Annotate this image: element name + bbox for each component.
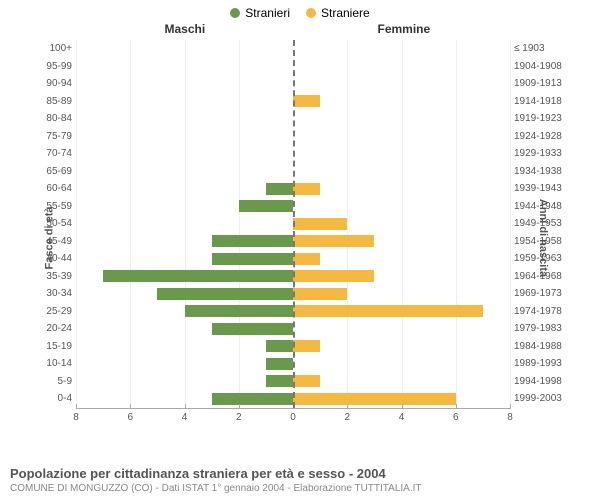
age-label: 35-39 <box>34 271 72 282</box>
bar-male <box>212 235 293 247</box>
age-label: 65-69 <box>34 166 72 177</box>
column-headers: Maschi Femmine <box>0 22 600 40</box>
footer-sub: COMUNE DI MONGUZZO (CO) - Dati ISTAT 1° … <box>10 483 590 494</box>
x-tick-label: 2 <box>344 412 350 423</box>
age-label: 90-94 <box>34 78 72 89</box>
age-label: 30-34 <box>34 288 72 299</box>
x-tick-label: 4 <box>399 412 405 423</box>
birth-label: 1959-1963 <box>514 253 574 264</box>
birth-label: 1974-1978 <box>514 306 574 317</box>
legend-swatch-female <box>306 8 316 18</box>
birth-label: 1964-1968 <box>514 271 574 282</box>
x-tick-label: 6 <box>453 412 459 423</box>
bar-male <box>157 288 293 300</box>
birth-label: 1954-1958 <box>514 236 574 247</box>
bar-female <box>293 270 374 282</box>
birth-label: 1984-1988 <box>514 341 574 352</box>
bar-female <box>293 183 320 195</box>
birth-label: 1949-1953 <box>514 218 574 229</box>
age-label: 85-89 <box>34 96 72 107</box>
legend-male: Stranieri <box>230 6 290 20</box>
age-label: 0-4 <box>34 393 72 404</box>
bar-male <box>212 253 293 265</box>
age-label: 40-44 <box>34 253 72 264</box>
header-male: Maschi <box>165 22 206 36</box>
bar-male <box>266 340 293 352</box>
birth-label: 1989-1993 <box>514 358 574 369</box>
legend-label-male: Stranieri <box>245 6 290 20</box>
age-label: 5-9 <box>34 376 72 387</box>
x-axis: 8 6 4 2 0 2 4 6 8 <box>76 408 510 428</box>
birth-label: 1914-1918 <box>514 96 574 107</box>
birth-label: 1999-2003 <box>514 393 574 404</box>
bar-female <box>293 305 483 317</box>
birth-label: 1919-1923 <box>514 113 574 124</box>
x-tick-label: 6 <box>127 412 133 423</box>
x-tick-label: 4 <box>182 412 188 423</box>
legend-female: Straniere <box>306 6 370 20</box>
age-label: 20-24 <box>34 323 72 334</box>
age-label: 25-29 <box>34 306 72 317</box>
birth-label: 1909-1913 <box>514 78 574 89</box>
age-label: 15-19 <box>34 341 72 352</box>
bar-female <box>293 340 320 352</box>
birth-label: 1969-1973 <box>514 288 574 299</box>
bar-male <box>266 358 293 370</box>
age-label: 45-49 <box>34 236 72 247</box>
legend-label-female: Straniere <box>321 6 370 20</box>
x-tick-label: 8 <box>73 412 79 423</box>
bar-female <box>293 375 320 387</box>
center-line <box>293 40 295 408</box>
age-label: 55-59 <box>34 201 72 212</box>
age-label: 95-99 <box>34 61 72 72</box>
age-label: 60-64 <box>34 183 72 194</box>
age-label: 50-54 <box>34 218 72 229</box>
plot-area: 100+≤ 190395-991904-190890-941909-191385… <box>76 40 510 408</box>
legend: Stranieri Straniere <box>0 0 600 22</box>
age-label: 100+ <box>34 43 72 54</box>
bar-male <box>103 270 293 282</box>
x-tick-label: 0 <box>290 412 296 423</box>
birth-label: 1924-1928 <box>514 131 574 142</box>
bar-male <box>266 375 293 387</box>
birth-label: 1944-1948 <box>514 201 574 212</box>
legend-swatch-male <box>230 8 240 18</box>
x-tick-label: 8 <box>507 412 513 423</box>
birth-label: 1979-1983 <box>514 323 574 334</box>
header-female: Femmine <box>378 22 431 36</box>
bar-female <box>293 288 347 300</box>
age-label: 75-79 <box>34 131 72 142</box>
bar-female <box>293 95 320 107</box>
birth-label: 1939-1943 <box>514 183 574 194</box>
bar-male <box>266 183 293 195</box>
birth-label: 1904-1908 <box>514 61 574 72</box>
birth-label: 1994-1998 <box>514 376 574 387</box>
bar-female <box>293 218 347 230</box>
age-label: 70-74 <box>34 148 72 159</box>
age-label: 10-14 <box>34 358 72 369</box>
bar-female <box>293 235 374 247</box>
bar-female <box>293 393 456 405</box>
birth-label: 1934-1938 <box>514 166 574 177</box>
bar-male <box>239 200 293 212</box>
age-label: 80-84 <box>34 113 72 124</box>
bar-male <box>212 323 293 335</box>
chart: Fasce di età Anni di nascita 100+≤ 19039… <box>20 40 580 436</box>
bar-female <box>293 253 320 265</box>
bar-male <box>185 305 294 317</box>
bar-male <box>212 393 293 405</box>
birth-label: 1929-1933 <box>514 148 574 159</box>
footer-title: Popolazione per cittadinanza straniera p… <box>10 466 590 481</box>
x-tick-label: 2 <box>236 412 242 423</box>
birth-label: ≤ 1903 <box>514 43 574 54</box>
footer: Popolazione per cittadinanza straniera p… <box>10 466 590 494</box>
